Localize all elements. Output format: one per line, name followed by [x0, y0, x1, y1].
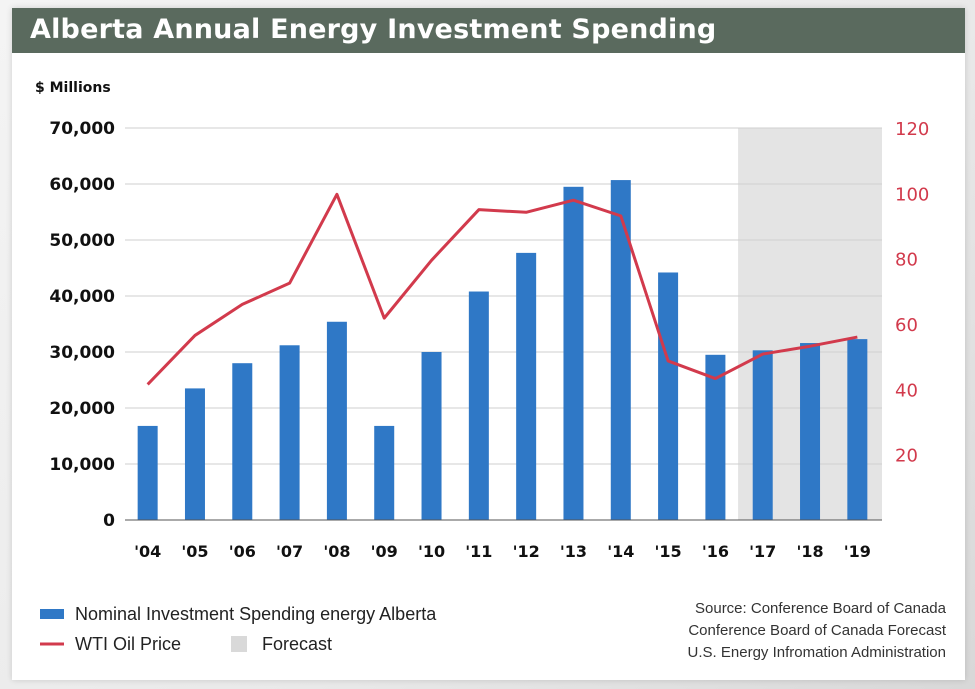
- bar-11: [658, 272, 679, 520]
- bar-6: [421, 352, 442, 520]
- legend-label-wti: WTI Oil Price: [75, 634, 181, 654]
- y2-tick-label: 80: [895, 250, 918, 271]
- source-line-0: Source: Conference Board of Canada: [695, 600, 947, 617]
- legend-label-investment: Nominal Investment Spending energy Alber…: [75, 604, 437, 624]
- bar-15: [847, 339, 868, 520]
- x-tick-label: '10: [418, 542, 445, 561]
- x-tick-label: '15: [655, 542, 682, 561]
- x-tick-label: '12: [513, 542, 540, 561]
- y-unit-label: $ Millions: [35, 80, 111, 96]
- y2-tick-label: 20: [895, 446, 918, 467]
- x-tick-label: '13: [560, 542, 587, 561]
- x-tick-label: '04: [134, 542, 161, 561]
- y-tick-label: 20,000: [49, 399, 115, 419]
- title-bar: Alberta Annual Energy Investment Spendin…: [12, 8, 965, 53]
- chart-title: Alberta Annual Energy Investment Spendin…: [30, 14, 717, 45]
- bar-4: [326, 321, 347, 520]
- bar-7: [468, 291, 489, 520]
- x-tick-label: '17: [749, 542, 776, 561]
- bar-8: [516, 252, 537, 520]
- x-tick-label: '05: [181, 542, 208, 561]
- legend-bar-swatch: [40, 609, 64, 619]
- y-tick-label: 30,000: [49, 343, 115, 363]
- y-tick-label: 60,000: [49, 175, 115, 195]
- bar-13: [752, 350, 773, 520]
- y2-tick-label: 40: [895, 380, 918, 401]
- bar-9: [563, 186, 584, 521]
- x-tick-label: '16: [702, 542, 729, 561]
- x-tick-label: '09: [371, 542, 398, 561]
- bar-0: [137, 425, 158, 520]
- bar-10: [610, 180, 631, 520]
- bar-14: [800, 343, 821, 520]
- y-tick-label: 10,000: [49, 455, 115, 475]
- x-tick-label: '14: [607, 542, 634, 561]
- y2-tick-label: 60: [895, 315, 918, 336]
- legend-label-forecast: Forecast: [262, 634, 332, 654]
- bar-12: [705, 354, 726, 520]
- x-tick-label: '08: [323, 542, 350, 561]
- source-line-2: U.S. Energy Infromation Administration: [688, 644, 946, 661]
- legend-forecast-swatch: [231, 636, 247, 652]
- y-tick-label: 70,000: [49, 119, 115, 139]
- wti-price-line: [146, 192, 858, 386]
- bar-2: [232, 363, 253, 520]
- bar-5: [374, 425, 395, 520]
- y-tick-label: 40,000: [49, 287, 115, 307]
- bar-1: [184, 388, 205, 520]
- y-tick-label: 0: [103, 511, 115, 531]
- y2-tick-label: 100: [895, 184, 929, 205]
- x-tick-label: '19: [844, 542, 871, 561]
- bar-3: [279, 345, 300, 520]
- source-line-1: Conference Board of Canada Forecast: [688, 622, 946, 639]
- y2-tick-label: 120: [895, 119, 929, 140]
- x-tick-label: '11: [465, 542, 492, 561]
- x-tick-label: '18: [796, 542, 823, 561]
- y-tick-label: 50,000: [49, 231, 115, 251]
- x-tick-label: '07: [276, 542, 303, 561]
- x-tick-label: '06: [229, 542, 256, 561]
